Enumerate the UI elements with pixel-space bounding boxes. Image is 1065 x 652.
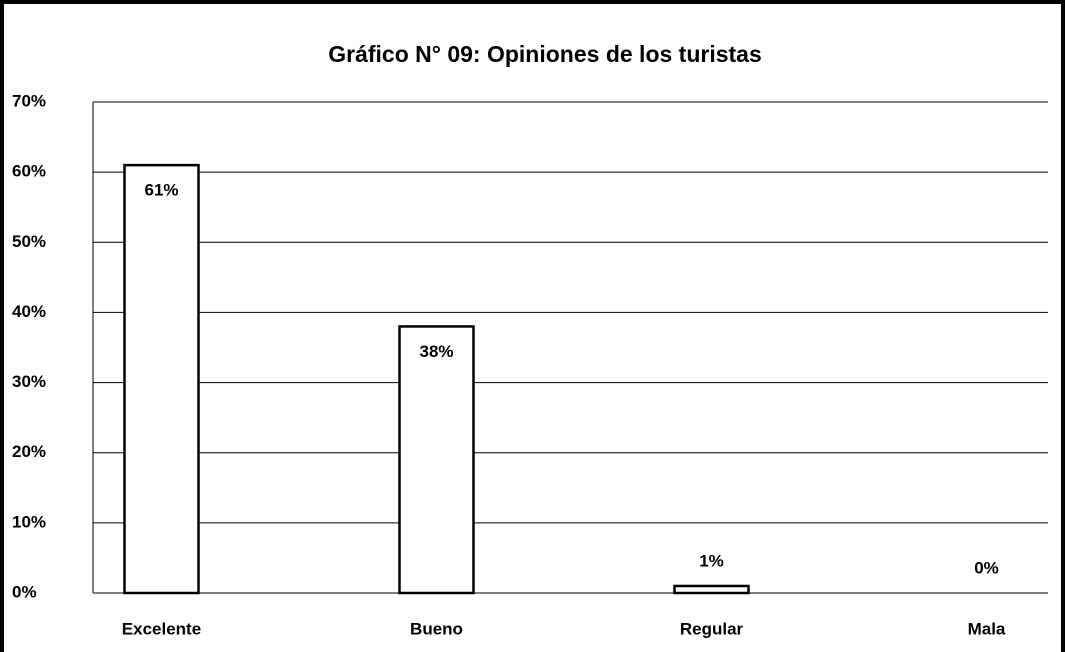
data-label: 61% <box>144 181 178 200</box>
bar <box>673 584 750 595</box>
data-label: 38% <box>419 342 453 361</box>
data-label: 0% <box>974 558 999 577</box>
data-label: 1% <box>699 551 724 570</box>
y-tick-label: 60% <box>12 162 46 181</box>
y-tick-label: 0% <box>12 582 37 601</box>
y-tick-label: 30% <box>12 372 46 391</box>
x-tick-label: Bueno <box>410 619 463 638</box>
bar <box>123 163 200 595</box>
x-tick-label: Regular <box>680 619 744 638</box>
y-tick-label: 70% <box>12 91 46 110</box>
y-tick-label: 10% <box>12 512 46 531</box>
x-tick-label: Excelente <box>122 619 201 638</box>
y-tick-label: 40% <box>12 302 46 321</box>
y-tick-label: 20% <box>12 442 46 461</box>
chart-title: Gráfico N° 09: Opiniones de los turistas <box>328 41 762 67</box>
y-tick-label: 50% <box>12 232 46 251</box>
bar <box>398 325 475 595</box>
x-tick-label: Mala <box>968 619 1006 638</box>
